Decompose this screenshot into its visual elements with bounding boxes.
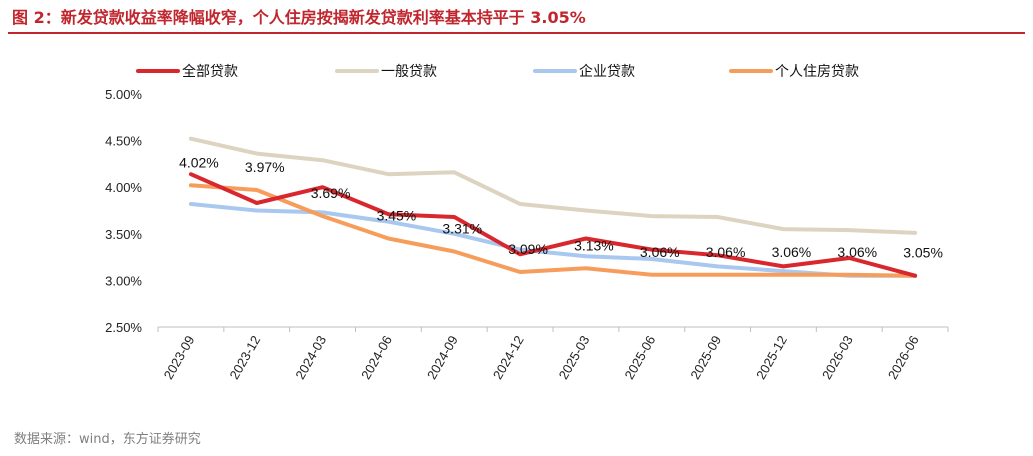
data-label: 3.69% xyxy=(311,185,351,201)
legend-label: 全部贷款 xyxy=(182,63,238,80)
series-line-1 xyxy=(188,136,918,235)
legend-label: 企业贷款 xyxy=(579,63,635,80)
x-tick-label: 2025-03 xyxy=(556,333,593,382)
data-label: 3.31% xyxy=(442,221,482,237)
x-tick-label: 2024-12 xyxy=(490,333,527,382)
x-tick-label: 2025-12 xyxy=(753,333,790,382)
x-tick-label: 2025-06 xyxy=(621,333,658,382)
data-label: 3.06% xyxy=(706,244,746,260)
data-label: 3.97% xyxy=(245,159,285,175)
x-tick-label: 2024-09 xyxy=(424,333,461,382)
y-tick-label: 3.00% xyxy=(105,273,142,288)
x-tick-label: 2023-09 xyxy=(161,333,198,382)
y-tick-label: 2.50% xyxy=(105,320,142,335)
data-label: 3.05% xyxy=(903,245,943,261)
data-label: 3.09% xyxy=(508,241,548,257)
data-label: 4.02% xyxy=(179,154,219,170)
title-divider xyxy=(8,32,1025,34)
data-label: 3.06% xyxy=(772,244,812,260)
legend-label: 个人住房贷款 xyxy=(775,64,859,80)
y-tick-label: 5.00% xyxy=(105,87,142,102)
series-line-0 xyxy=(188,172,918,278)
x-tick-label: 2025-09 xyxy=(687,333,724,382)
x-tick-label: 2026-06 xyxy=(885,333,922,382)
x-tick-label: 2023-12 xyxy=(226,333,263,382)
data-label: 3.06% xyxy=(640,244,680,260)
series-line-3 xyxy=(188,183,918,278)
y-tick-label: 4.00% xyxy=(105,180,142,195)
data-label: 3.45% xyxy=(377,207,417,223)
data-label: 3.06% xyxy=(837,244,877,260)
source-note: 数据来源：wind，东方证券研究 xyxy=(14,432,201,447)
x-tick-label: 2024-03 xyxy=(292,333,329,382)
y-tick-label: 4.50% xyxy=(105,134,142,149)
y-tick-label: 3.50% xyxy=(105,227,142,242)
x-tick-label: 2026-03 xyxy=(819,333,856,382)
legend-label: 一般贷款 xyxy=(381,64,437,80)
x-tick-label: 2024-06 xyxy=(358,333,395,382)
chart-title: 图 2：新发贷款收益率降幅收窄，个人住房按揭新发贷款利率基本持平于 3.05% xyxy=(12,8,586,27)
data-label: 3.13% xyxy=(574,237,614,253)
